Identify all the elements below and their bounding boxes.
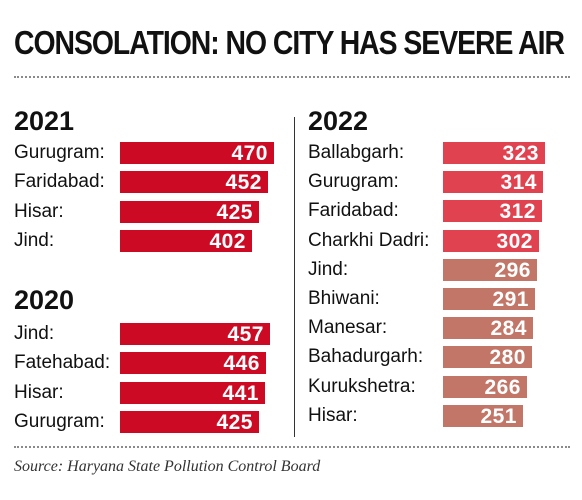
value-bar: 266	[443, 376, 527, 399]
value-bar: 296	[443, 259, 537, 282]
value-bar: 452	[120, 171, 268, 194]
city-label: Gurugram:	[14, 411, 105, 432]
city-label: Kurukshetra:	[308, 376, 416, 397]
chart-title: CONSOLATION: NO CITY HAS SEVERE AIR	[14, 24, 565, 61]
value-bar: 457	[120, 323, 270, 346]
city-label: Hisar:	[308, 405, 358, 426]
value-bar: 280	[443, 346, 532, 369]
value-bar: 312	[443, 200, 542, 223]
year-label-2022: 2022	[308, 106, 369, 136]
city-label: Hisar:	[14, 201, 64, 222]
column-divider	[294, 117, 295, 437]
city-label: Manesar:	[308, 317, 388, 338]
value-bar: 446	[120, 352, 266, 375]
value-bar: 284	[443, 317, 533, 340]
city-label: Faridabad:	[14, 171, 105, 192]
city-label: Bahadurgarh:	[308, 346, 424, 367]
value-bar: 302	[443, 230, 539, 253]
value-bar: 251	[443, 405, 523, 428]
value-bar: 425	[120, 411, 259, 434]
year-label-2020: 2020	[14, 285, 75, 315]
city-label: Faridabad:	[308, 200, 399, 221]
value-bar: 470	[120, 142, 274, 165]
value-bar: 425	[120, 201, 259, 224]
year-label-2021: 2021	[14, 106, 75, 136]
city-label: Bhiwani:	[308, 288, 380, 309]
city-label: Gurugram:	[308, 171, 399, 192]
city-label: Jind:	[14, 230, 55, 251]
city-label: Jind:	[14, 323, 55, 344]
value-bar: 402	[120, 230, 252, 253]
city-label: Gurugram:	[14, 142, 105, 163]
city-label: Charkhi Dadri:	[308, 230, 430, 251]
city-label: Ballabgarh:	[308, 142, 405, 163]
city-label: Hisar:	[14, 382, 64, 403]
bottom-divider	[14, 446, 570, 448]
source-note: Source: Haryana State Pollution Control …	[14, 458, 321, 475]
value-bar: 441	[120, 382, 265, 405]
city-label: Fatehabad:	[14, 352, 111, 373]
top-divider	[14, 76, 570, 78]
value-bar: 314	[443, 171, 543, 194]
value-bar: 323	[443, 142, 545, 165]
value-bar: 291	[443, 288, 535, 311]
city-label: Jind:	[308, 259, 349, 280]
